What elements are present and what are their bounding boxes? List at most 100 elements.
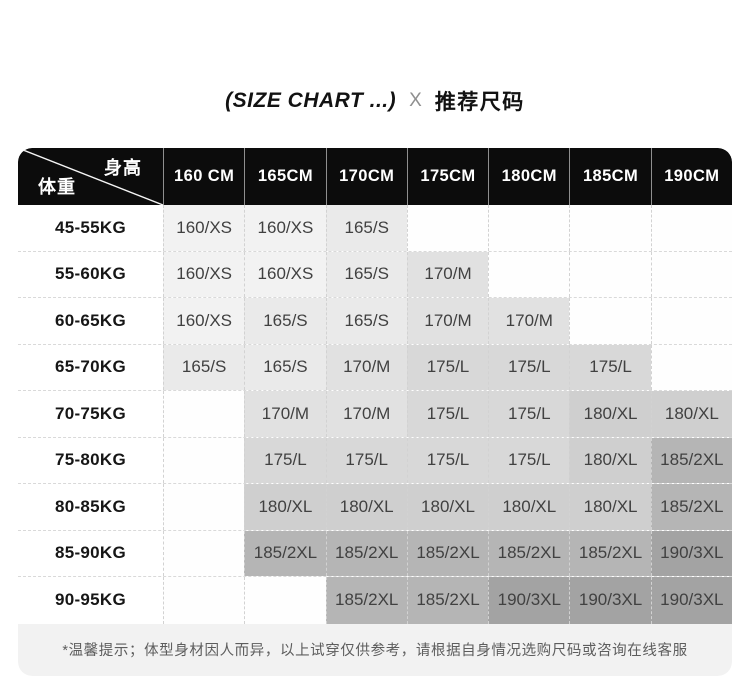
size-cell: 180/XL [569, 437, 651, 483]
header-corner-cell: 身高 体重 [18, 148, 163, 205]
size-cell-empty [569, 251, 651, 297]
size-cell-empty [569, 298, 651, 344]
table-row: 75-80KG 175/L 175/L 175/L 175/L 180/XL 185/2XL [18, 437, 732, 484]
header-column: 175CM [406, 148, 488, 205]
title-english: (SIZE CHART ...) [225, 89, 397, 112]
size-cell: 170/M [406, 298, 489, 344]
size-cell: 175/L [406, 344, 489, 390]
size-cell-empty [163, 437, 245, 483]
size-cell: 185/2XL [325, 530, 407, 576]
size-cell-empty [163, 391, 245, 437]
title-chinese: 推荐尺码 [434, 91, 525, 114]
size-cell-empty [163, 530, 245, 576]
size-cell: 170/M [488, 298, 570, 344]
row-weight-label: 75-80KG [18, 437, 163, 483]
size-cell: 160/XS [163, 205, 245, 251]
size-cell: 170/M [244, 391, 326, 437]
size-cell: 185/2XL [569, 530, 651, 576]
size-cell: 185/2XL [325, 577, 407, 624]
size-cell-empty [650, 344, 732, 390]
corner-label-weight: 体重 [38, 177, 76, 197]
size-cell: 160/XS [244, 205, 326, 251]
row-weight-label: 55-60KG [18, 251, 163, 297]
size-cell: 185/2XL [406, 530, 489, 576]
table-row: 70-75KG 170/M 170/M 175/L 175/L 180/XL 180/XL [18, 391, 732, 438]
size-cell: 185/2XL [650, 437, 732, 483]
table-row: 65-70KG 165/S 165/S 170/M 175/L 175/L 175/L [18, 344, 732, 391]
header-column: 160 CM [163, 148, 244, 205]
size-cell: 180/XL [569, 484, 651, 530]
size-cell: 180/XL [488, 484, 570, 530]
size-cell: 175/L [488, 437, 570, 483]
size-cell: 180/XL [569, 391, 651, 437]
size-cell-empty [163, 484, 245, 530]
size-cell: 185/2XL [650, 484, 732, 530]
header-column: 165CM [244, 148, 325, 205]
size-cell: 160/XS [244, 251, 326, 297]
header-column: 190CM [650, 148, 732, 205]
row-weight-label: 90-95KG [18, 577, 163, 624]
size-cell: 190/3XL [650, 530, 732, 576]
size-cell: 175/L [244, 437, 326, 483]
size-cell-empty [569, 205, 651, 251]
table-row: 80-85KG 180/XL 180/XL 180/XL 180/XL 180/XL 185… [18, 484, 732, 531]
header-column: 180CM [488, 148, 569, 205]
table-row: 85-90KG 185/2XL 185/2XL 185/2XL 185/2XL 185/2… [18, 530, 732, 577]
footer-note-text: *温馨提示；体型身材因人而异，以上试穿仅供参考，请根据自身情况选购尺码或咨询在线… [62, 643, 688, 659]
row-weight-label: 60-65KG [18, 298, 163, 344]
size-cell: 170/M [325, 344, 407, 390]
corner-label-height: 身高 [104, 158, 142, 178]
row-weight-label: 80-85KG [18, 484, 163, 530]
size-cell: 175/L [488, 344, 570, 390]
size-cell: 190/3XL [488, 577, 570, 624]
size-cell: 180/XL [406, 484, 489, 530]
size-cell-empty [488, 251, 570, 297]
size-cell: 175/L [406, 437, 489, 483]
size-cell-empty [488, 205, 570, 251]
size-cell: 170/M [325, 391, 407, 437]
size-cell: 180/XL [244, 484, 326, 530]
size-cell: 175/L [325, 437, 407, 483]
size-cell: 165/S [163, 344, 245, 390]
size-cell: 165/S [325, 205, 407, 251]
header-column: 170CM [325, 148, 407, 205]
table-row: 45-55KG 160/XS 160/XS 165/S [18, 205, 732, 252]
size-cell: 165/S [244, 344, 326, 390]
size-cell: 185/2XL [406, 577, 489, 624]
table-row: 60-65KG 160/XS 165/S 165/S 170/M 170/M [18, 298, 732, 345]
size-cell: 160/XS [163, 298, 245, 344]
size-cell-empty [406, 205, 489, 251]
size-cell: 165/S [244, 298, 326, 344]
title-separator-x-icon: X [409, 90, 422, 111]
table-row: 90-95KG 185/2XL 185/2XL 190/3XL 190/3XL 190/3… [18, 577, 732, 624]
corner-diagonal-line [18, 148, 163, 205]
table-header: 身高 体重 160 CM 165CM 170CM 175CM 180CM 185CM 190… [18, 148, 732, 205]
page-title: (SIZE CHART ...) X 推荐尺码 [0, 86, 750, 116]
size-cell: 185/2XL [488, 530, 570, 576]
size-cell: 190/3XL [650, 577, 732, 624]
table-body: 45-55KG 160/XS 160/XS 165/S 55-60KG 160/XS 160… [18, 205, 732, 624]
size-cell: 175/L [406, 391, 489, 437]
size-cell-empty [244, 577, 326, 624]
size-cell: 180/XL [325, 484, 407, 530]
size-cell-empty [650, 298, 732, 344]
size-cell-empty [163, 577, 245, 624]
size-cell: 185/2XL [244, 530, 326, 576]
row-weight-label: 70-75KG [18, 391, 163, 437]
row-weight-label: 65-70KG [18, 344, 163, 390]
row-weight-label: 85-90KG [18, 530, 163, 576]
size-cell-empty [650, 205, 732, 251]
size-cell: 160/XS [163, 251, 245, 297]
size-cell: 165/S [325, 251, 407, 297]
size-cell: 170/M [406, 251, 489, 297]
header-column: 185CM [569, 148, 650, 205]
size-cell: 175/L [569, 344, 651, 390]
size-cell: 175/L [488, 391, 570, 437]
footer-note-bar: *温馨提示；体型身材因人而异，以上试穿仅供参考，请根据自身情况选购尺码或咨询在线… [18, 623, 732, 676]
size-cell: 165/S [325, 298, 407, 344]
table-row: 55-60KG 160/XS 160/XS 165/S 170/M [18, 251, 732, 298]
size-cell: 190/3XL [569, 577, 651, 624]
size-chart-table: 身高 体重 160 CM 165CM 170CM 175CM 180CM 185CM 190… [18, 148, 732, 676]
size-cell-empty [650, 251, 732, 297]
